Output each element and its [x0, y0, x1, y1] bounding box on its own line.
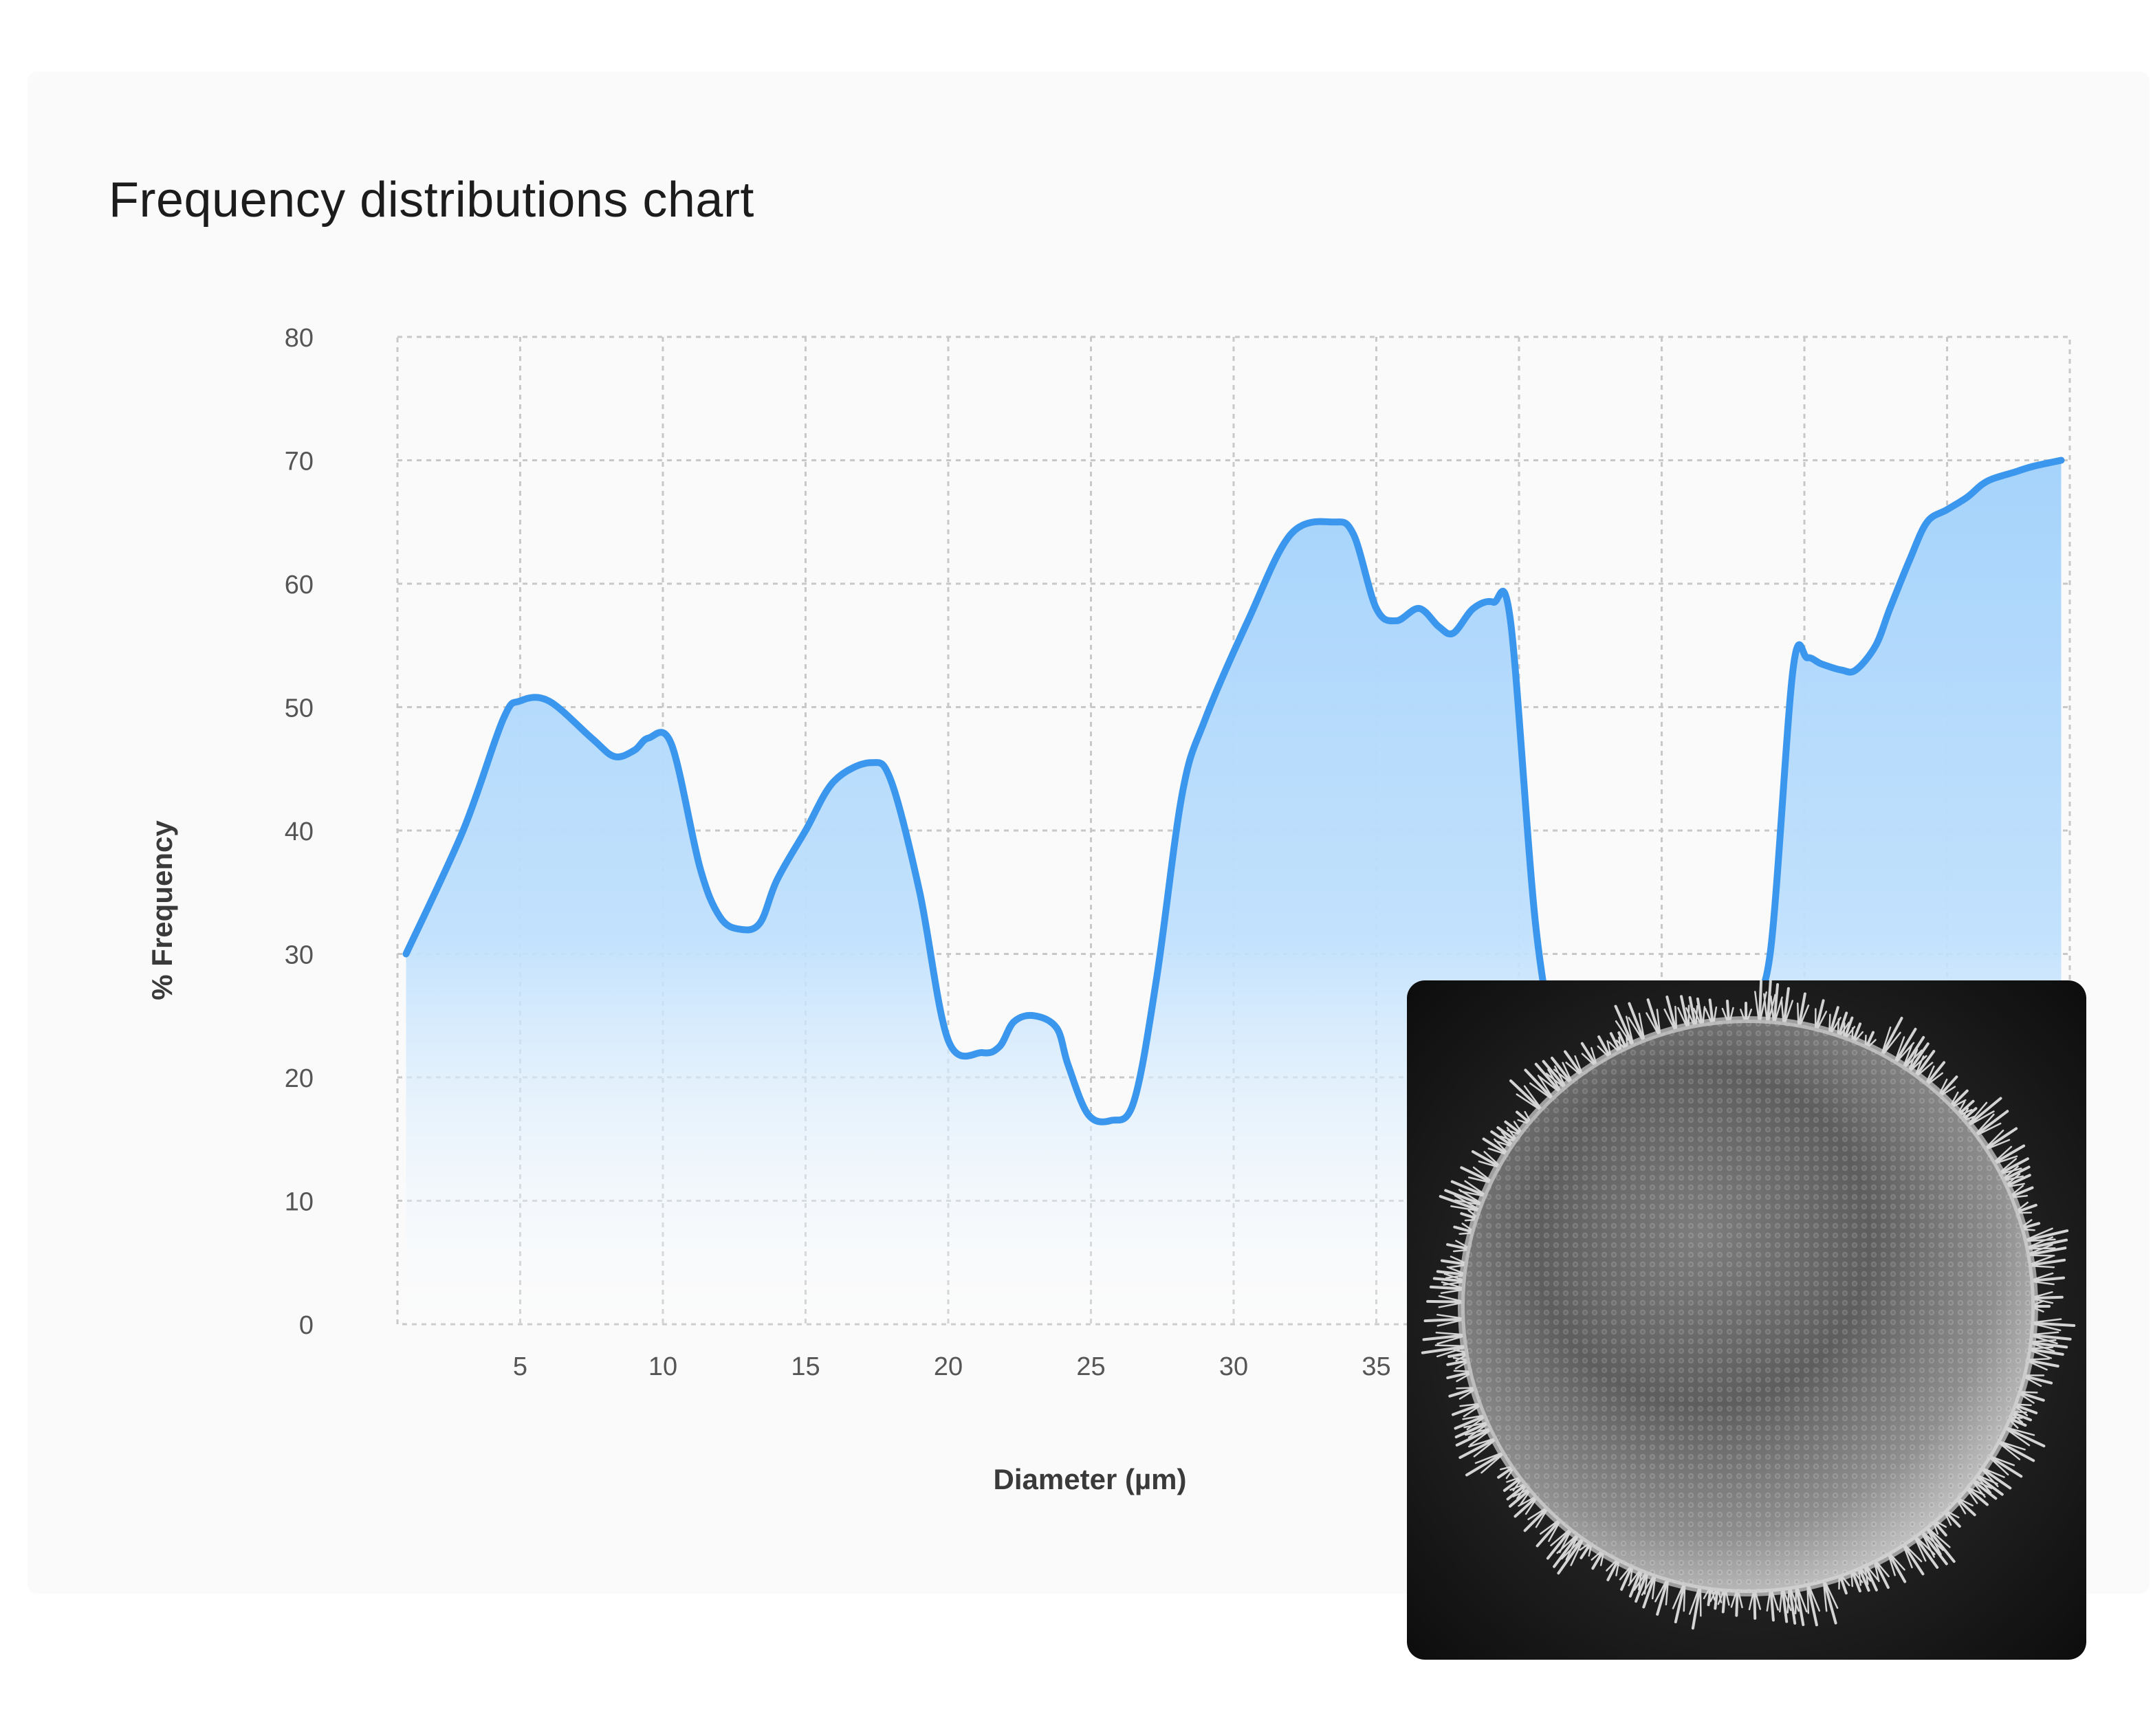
x-tick-label: 10 [648, 1352, 677, 1381]
x-tick-label: 5 [513, 1352, 527, 1381]
x-axis-label: Diameter (µm) [994, 1463, 1187, 1495]
y-tick-label: 70 [285, 448, 314, 476]
y-tick-label: 10 [285, 1188, 314, 1217]
pollen-micrograph [1407, 980, 2086, 1660]
y-tick-label: 20 [285, 1064, 314, 1093]
x-tick-label: 15 [791, 1352, 820, 1381]
y-tick-label: 80 [285, 324, 314, 353]
chart-title: Frequency distributions chart [109, 173, 754, 228]
x-tick-label: 25 [1076, 1352, 1105, 1381]
y-tick-label: 40 [285, 817, 314, 846]
series-area [406, 460, 2062, 1324]
tick-labels: 0 10 20 30 40 50 60 70 80 5 10 15 20 25 30 35 [285, 324, 1391, 1381]
y-tick-label: 30 [285, 941, 314, 970]
y-tick-label: 0 [299, 1311, 314, 1340]
x-tick-label: 35 [1362, 1352, 1390, 1381]
y-tick-label: 50 [285, 694, 314, 723]
y-axis-label: % Frequency [146, 820, 178, 1000]
y-tick-label: 60 [285, 571, 314, 600]
x-tick-label: 20 [934, 1352, 963, 1381]
series-line [402, 457, 2065, 1230]
x-tick-label: 30 [1219, 1352, 1248, 1381]
pollen-image [1407, 980, 2086, 1660]
